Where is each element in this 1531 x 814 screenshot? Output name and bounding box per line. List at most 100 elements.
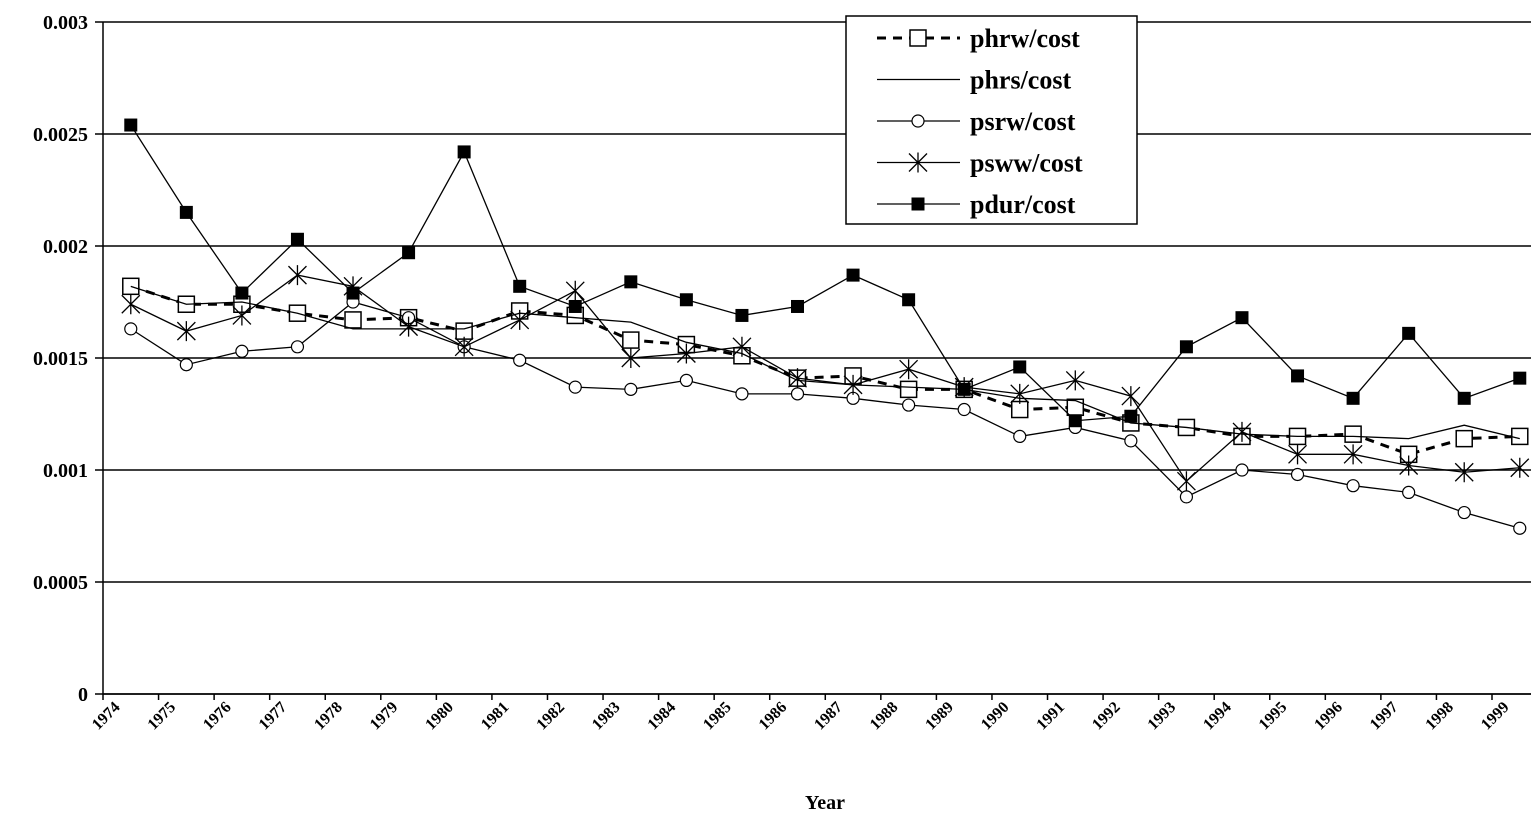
x-tick-label: 1985: [700, 699, 735, 734]
marker: [899, 359, 919, 380]
x-tick-label: 1986: [756, 699, 791, 734]
series: [121, 265, 1530, 492]
marker: [1013, 360, 1027, 374]
marker: [457, 145, 471, 159]
x-tick-label: 1982: [533, 699, 568, 734]
x-tick-label: 1979: [367, 699, 402, 734]
marker: [1402, 485, 1416, 499]
marker: [732, 336, 752, 357]
marker: [1065, 370, 1085, 391]
x-tick-label: 1980: [422, 699, 457, 734]
x-tick-label: 1996: [1311, 699, 1346, 734]
legend-label: phrw/cost: [970, 24, 1080, 53]
marker: [1013, 429, 1027, 443]
marker: [288, 265, 307, 286]
marker: [1179, 340, 1193, 354]
marker: [399, 316, 419, 337]
marker: [788, 368, 807, 389]
marker: [568, 299, 582, 313]
marker: [235, 286, 249, 300]
x-axis-label: Year: [805, 792, 845, 814]
y-tick-label: 0.001: [43, 460, 88, 482]
x-tick-label: 1991: [1033, 699, 1068, 734]
marker: [1454, 462, 1474, 483]
x-tick-label: 1984: [645, 699, 680, 734]
x-tick-label: 1976: [200, 699, 235, 734]
marker: [957, 402, 971, 417]
series-line: [130, 284, 1520, 456]
marker: [344, 311, 362, 329]
series: [130, 285, 1520, 440]
x-tick-label: 1989: [922, 699, 957, 734]
marker: [121, 294, 141, 315]
x-tick-label: 1978: [311, 699, 346, 734]
x-tick-label: 1983: [589, 699, 624, 734]
marker: [621, 348, 641, 368]
marker: [899, 380, 918, 399]
marker: [455, 322, 473, 340]
series-line: [130, 301, 1520, 529]
marker: [909, 29, 927, 47]
marker: [1010, 400, 1029, 419]
y-tick-label: 0.002: [43, 236, 88, 258]
x-tick-label: 1988: [867, 699, 902, 734]
marker: [902, 293, 916, 307]
marker: [179, 358, 193, 372]
marker: [902, 398, 916, 412]
x-tick-label: 1993: [1145, 699, 1180, 734]
marker: [1344, 425, 1362, 443]
marker: [1121, 386, 1141, 407]
marker: [124, 118, 138, 132]
series: [124, 295, 1527, 535]
y-tick-label: 0.0025: [33, 124, 88, 146]
marker: [124, 322, 138, 336]
x-tick-label: 1990: [978, 699, 1013, 734]
marker: [290, 340, 305, 354]
legend-label: psww/cost: [970, 149, 1083, 178]
x-tick-label: 1997: [1367, 699, 1402, 734]
marker: [1068, 414, 1082, 428]
series: [124, 118, 1527, 428]
marker: [1399, 455, 1419, 476]
marker: [791, 299, 804, 313]
legend-label: pdur/cost: [970, 190, 1076, 219]
marker: [454, 336, 474, 357]
x-tick-label: 1995: [1256, 699, 1291, 734]
x-tick-label: 1975: [145, 699, 180, 734]
marker: [1235, 311, 1249, 325]
x-tick-label: 1987: [811, 699, 846, 734]
marker: [1235, 463, 1249, 477]
marker: [846, 268, 860, 282]
marker: [235, 344, 249, 358]
x-tick-label: 1999: [1478, 699, 1513, 734]
marker: [1346, 479, 1360, 493]
marker: [568, 380, 582, 394]
marker: [176, 321, 196, 342]
marker: [1291, 369, 1305, 383]
marker: [1511, 427, 1529, 446]
y-tick-label: 0.0015: [33, 348, 88, 370]
marker: [1457, 505, 1471, 520]
marker: [565, 280, 585, 301]
marker: [1513, 521, 1527, 535]
marker: [179, 205, 193, 219]
marker: [908, 152, 928, 173]
marker: [346, 286, 360, 300]
marker: [957, 382, 971, 396]
marker: [790, 387, 805, 401]
marker: [1346, 391, 1360, 405]
marker: [513, 353, 527, 367]
marker: [510, 309, 530, 330]
marker: [1343, 444, 1363, 465]
marker: [676, 343, 696, 364]
marker: [911, 197, 925, 211]
marker: [911, 114, 925, 128]
y-tick-label: 0.0005: [33, 572, 88, 594]
marker: [843, 374, 863, 395]
x-tick-label: 1977: [256, 699, 291, 734]
marker: [402, 246, 416, 260]
marker: [1124, 409, 1138, 423]
marker: [290, 232, 304, 246]
marker: [1457, 391, 1471, 405]
